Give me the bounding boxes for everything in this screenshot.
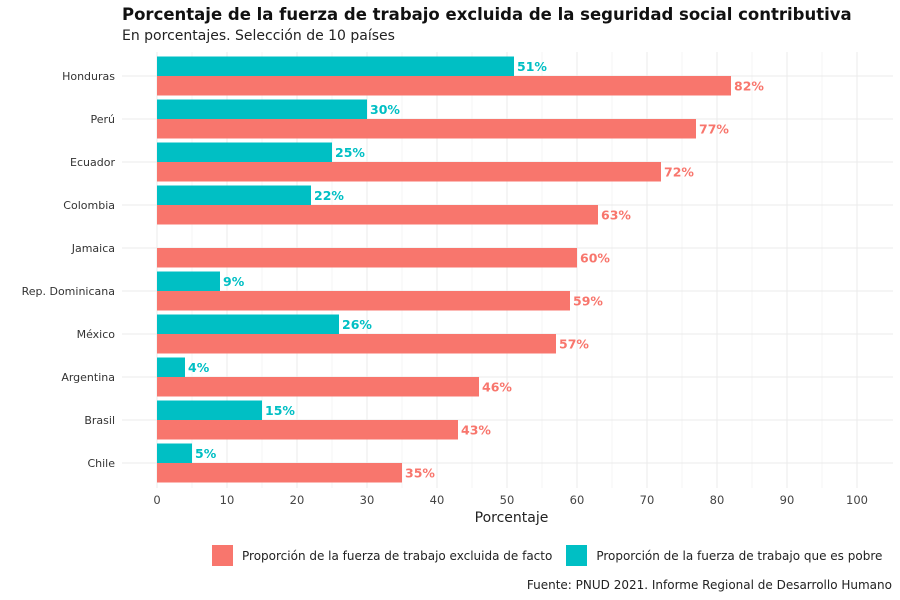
- y-tick-label: Chile: [87, 457, 115, 470]
- data-label-pobre: 4%: [188, 360, 210, 375]
- chart-title: Porcentaje de la fuerza de trabajo exclu…: [122, 5, 852, 24]
- axes: Honduras Perú Ecuador Colombia Jamaica Rep. D…: [22, 70, 868, 526]
- y-tick-label: Argentina: [61, 371, 115, 384]
- data-label-excluida: 35%: [405, 465, 435, 480]
- x-tick-label: 70: [640, 493, 655, 507]
- data-label-excluida: 57%: [559, 336, 589, 351]
- bar-pobre: [157, 400, 262, 420]
- bar-pobre: [157, 99, 367, 119]
- data-label-excluida: 72%: [664, 164, 694, 179]
- data-label-excluida: 82%: [734, 78, 764, 93]
- bar-excluida: [157, 463, 402, 483]
- chart-subtitle: En porcentajes. Selección de 10 países: [122, 28, 395, 44]
- data-label-pobre: 22%: [314, 188, 344, 203]
- data-label-pobre: 9%: [223, 274, 245, 289]
- bar-excluida: [157, 76, 731, 96]
- bar-excluida: [157, 377, 479, 397]
- legend-label-excluida: Proporción de la fuerza de trabajo exclu…: [242, 548, 553, 563]
- bar-excluida: [157, 420, 458, 440]
- bar-excluida: [157, 162, 661, 182]
- data-label-excluida: 77%: [699, 121, 729, 136]
- legend-item-pobre: Proporción de la fuerza de trabajo que e…: [566, 545, 882, 566]
- data-label-pobre: 15%: [265, 403, 295, 418]
- bar-pobre: [157, 185, 311, 205]
- data-label-excluida: 46%: [482, 379, 512, 394]
- legend-label-pobre: Proporción de la fuerza de trabajo que e…: [596, 548, 883, 563]
- x-tick-label: 100: [846, 493, 868, 507]
- y-tick-label: Rep. Dominicana: [22, 285, 115, 298]
- y-tick-label: Jamaica: [71, 242, 115, 255]
- bar-pobre: [157, 314, 339, 334]
- x-tick-label: 90: [780, 493, 795, 507]
- x-tick-label: 40: [430, 493, 445, 507]
- data-label-excluida: 43%: [461, 422, 491, 437]
- y-tick-label: Perú: [90, 113, 115, 126]
- bar-pobre: [157, 271, 220, 291]
- data-label-excluida: 63%: [601, 207, 631, 222]
- x-tick-label: 80: [710, 493, 725, 507]
- bar-excluida: [157, 119, 696, 139]
- x-tick-label: 20: [290, 493, 305, 507]
- data-label-excluida: 59%: [573, 293, 603, 308]
- source-note: Fuente: PNUD 2021. Informe Regional de D…: [526, 578, 892, 592]
- legend: Proporción de la fuerza de trabajo exclu…: [212, 545, 896, 566]
- data-label-pobre: 5%: [195, 446, 217, 461]
- legend-swatch-excluida: [212, 545, 233, 566]
- x-axis-title: Porcentaje: [475, 510, 549, 526]
- y-tick-label: Brasil: [84, 414, 115, 427]
- data-labels: 51% 82% 30% 77% 25% 72% 22% 63% 60% 9% 59% 26% 57% 4%…: [188, 59, 764, 481]
- data-label-pobre: 26%: [342, 317, 372, 332]
- x-tick-label: 50: [500, 493, 515, 507]
- y-tick-label: Colombia: [63, 199, 115, 212]
- y-tick-label: Honduras: [62, 70, 115, 83]
- bar-pobre: [157, 443, 192, 463]
- bar-pobre: [157, 142, 332, 162]
- data-label-excluida: 60%: [580, 250, 610, 265]
- y-tick-label: Ecuador: [70, 156, 115, 169]
- bar-excluida: [157, 291, 570, 311]
- data-label-pobre: 25%: [335, 145, 365, 160]
- x-tick-label: 10: [220, 493, 235, 507]
- bar-chart: 51% 82% 30% 77% 25% 72% 22% 63% 60% 9% 59% 26% 57% 4%…: [22, 52, 893, 526]
- x-tick-label: 0: [153, 493, 160, 507]
- bars: [157, 56, 731, 483]
- bar-excluida: [157, 334, 556, 354]
- bar-excluida: [157, 205, 598, 225]
- legend-swatch-pobre: [566, 545, 588, 566]
- data-label-pobre: 51%: [517, 59, 547, 74]
- x-tick-label: 60: [570, 493, 585, 507]
- bar-pobre: [157, 56, 514, 76]
- bar-pobre: [157, 357, 185, 377]
- x-tick-label: 30: [360, 493, 375, 507]
- legend-item-excluida: Proporción de la fuerza de trabajo exclu…: [212, 545, 552, 566]
- y-tick-label: México: [77, 328, 116, 341]
- data-label-pobre: 30%: [370, 102, 400, 117]
- bar-excluida: [157, 248, 577, 268]
